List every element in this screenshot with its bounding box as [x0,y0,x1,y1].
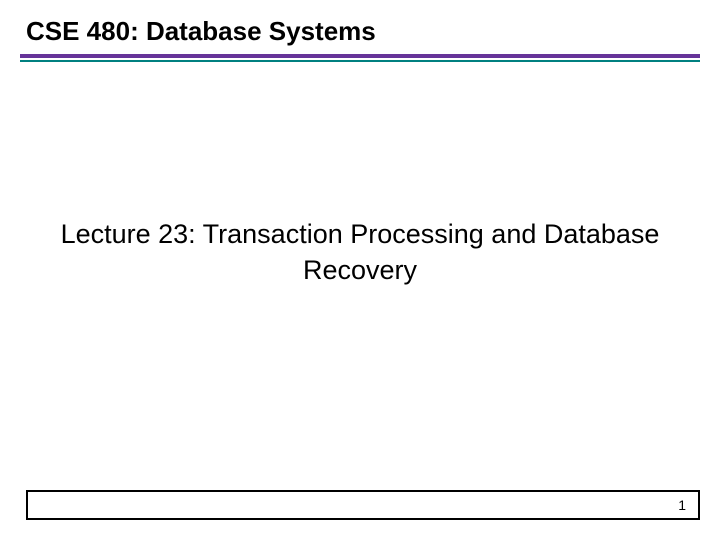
footer-box: 1 [26,490,700,520]
slide-container: CSE 480: Database Systems Lecture 23: Tr… [0,0,720,540]
header-rule-group [20,54,700,62]
rule-purple [20,54,700,58]
lecture-title: Lecture 23: Transaction Processing and D… [56,216,664,289]
rule-teal [20,60,700,62]
course-header: CSE 480: Database Systems [26,16,694,47]
page-number: 1 [678,497,686,513]
